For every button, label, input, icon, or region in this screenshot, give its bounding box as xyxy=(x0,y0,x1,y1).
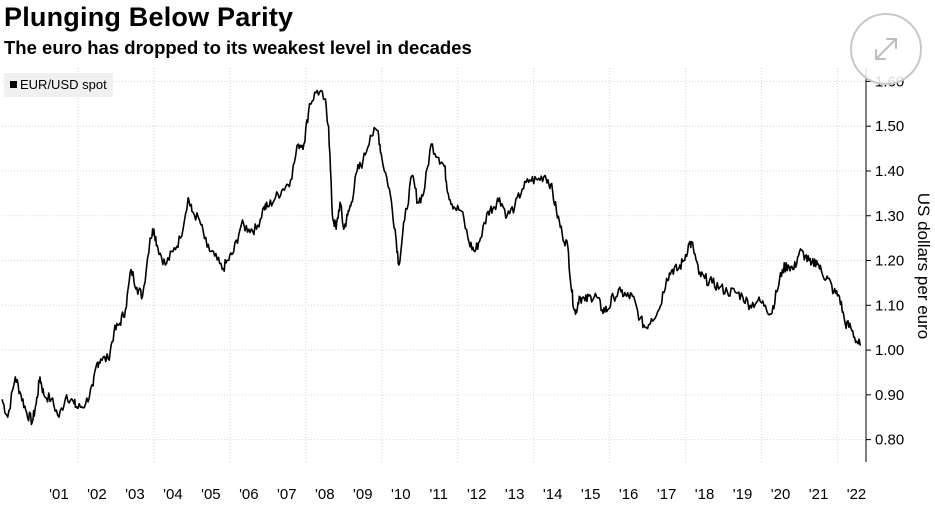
x-tick-label: '19 xyxy=(733,486,753,503)
x-tick-label: '09 xyxy=(353,486,373,503)
legend: EUR/USD spot xyxy=(4,73,113,97)
chart-title: Plunging Below Parity xyxy=(4,2,294,32)
x-tick-label: '03 xyxy=(125,486,145,503)
y-tick-label: 0.90 xyxy=(875,387,904,404)
x-tick-label: '06 xyxy=(239,486,259,503)
y-tick-label: 1.40 xyxy=(875,163,904,180)
y-tick-label: 1.00 xyxy=(875,342,904,359)
x-tick-label: '18 xyxy=(695,486,715,503)
x-tick-label: '13 xyxy=(505,486,525,503)
x-tick-label: '22 xyxy=(847,486,867,503)
chart-subtitle: The euro has dropped to its weakest leve… xyxy=(4,37,472,58)
x-tick-label: '17 xyxy=(657,486,677,503)
grid-lines xyxy=(2,68,866,462)
x-tick-label: '07 xyxy=(277,486,297,503)
legend-swatch xyxy=(10,81,17,88)
x-tick-label: '21 xyxy=(809,486,829,503)
x-tick-label: '05 xyxy=(201,486,221,503)
y-tick-label: 1.50 xyxy=(875,118,904,135)
y-axis-title: US dollars per euro xyxy=(914,193,933,339)
legend-label: EUR/USD spot xyxy=(20,77,107,92)
axes xyxy=(865,68,871,462)
x-tick-label: '11 xyxy=(430,486,448,503)
y-tick-label: 1.30 xyxy=(875,208,904,225)
x-tick-label: '04 xyxy=(163,486,183,503)
x-tick-label: '01 xyxy=(49,486,69,503)
expand-arrows-icon xyxy=(875,38,897,60)
expand-button[interactable] xyxy=(850,13,922,85)
tick-labels: 0.800.901.001.101.201.301.401.501.60'01'… xyxy=(49,73,904,503)
x-tick-label: '14 xyxy=(543,486,563,503)
x-tick-label: '02 xyxy=(87,486,107,503)
x-tick-label: '08 xyxy=(315,486,335,503)
x-tick-label: '10 xyxy=(391,486,411,503)
x-tick-label: '20 xyxy=(771,486,791,503)
series-layer xyxy=(1,89,862,426)
x-tick-label: '16 xyxy=(619,486,639,503)
y-tick-label: 1.10 xyxy=(875,297,904,314)
series-line-eur-usd xyxy=(1,89,862,426)
y-tick-label: 0.80 xyxy=(875,432,904,449)
x-tick-label: '12 xyxy=(467,486,487,503)
x-tick-label: '15 xyxy=(581,486,601,503)
y-tick-label: 1.20 xyxy=(875,253,904,270)
